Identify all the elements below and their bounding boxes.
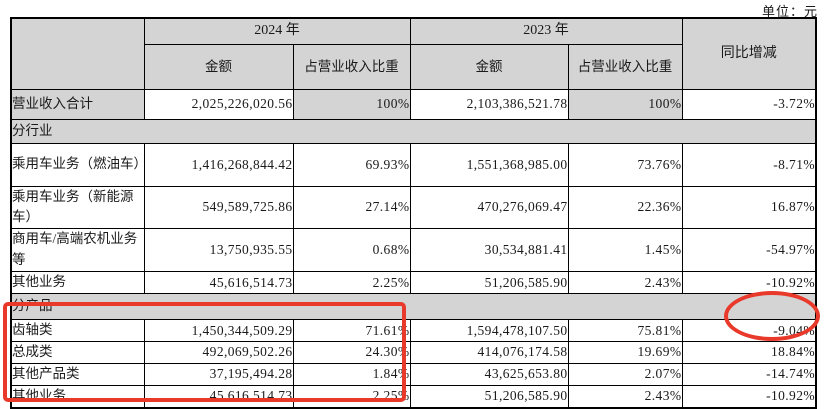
year-2024-header: 2024 年: [143, 17, 411, 45]
amount-2024-cell: 2,025,226,020.56: [143, 88, 294, 120]
proportion-2024-cell: 2.25%: [292, 271, 411, 295]
row-label: 商用车/高端农机业务等: [10, 228, 145, 273]
proportion-2024-cell: 2.25%: [292, 384, 411, 409]
proportion-2023-cell: 22.36%: [567, 185, 683, 230]
yoy-cell: -10.92%: [681, 384, 817, 409]
section-label: 分产品: [10, 293, 817, 321]
amount-2024-cell: 492,069,502.26: [143, 341, 294, 364]
amount-2023-cell: 30,534,881.41: [409, 228, 569, 273]
yoy-cell: 18.84%: [681, 341, 817, 364]
proportion-2024-header: 占营业收入比重: [292, 43, 411, 90]
yoy-header: 同比增减: [681, 17, 817, 90]
section-row-product: 分产品: [10, 293, 817, 321]
row-label: 其他业务: [10, 384, 145, 409]
proportion-2024-cell: 71.61%: [292, 319, 411, 343]
yoy-cell: -54.97%: [681, 228, 817, 273]
proportion-2023-cell: 100%: [567, 88, 683, 120]
amount-2024-cell: 45,616,514.73: [143, 271, 294, 295]
year-2023-header: 2023 年: [409, 17, 683, 45]
proportion-2023-cell: 19.69%: [567, 341, 683, 364]
proportion-2023-cell: 2.07%: [567, 362, 683, 386]
yoy-cell: -3.72%: [681, 88, 817, 120]
proportion-2024-cell: 100%: [292, 88, 411, 120]
header-row-years: 2024 年 2023 年 同比增减: [10, 17, 817, 90]
yoy-cell: -10.92%: [681, 271, 817, 295]
yoy-cell: -14.74%: [681, 362, 817, 386]
amount-2023-cell: 414,076,174.58: [409, 341, 569, 364]
amount-2023-header: 金额: [409, 43, 569, 90]
section-label: 分行业: [10, 118, 817, 144]
table-row: 乘用车业务（燃油车） 1,416,268,844.42 69.93% 1,551…: [10, 142, 817, 187]
proportion-2023-cell: 75.81%: [567, 319, 683, 343]
amount-2023-cell: 51,206,585.90: [409, 384, 569, 409]
proportion-2023-cell: 2.43%: [567, 384, 683, 409]
row-label: 齿轴类: [10, 319, 145, 343]
corner-empty-cell: [10, 17, 145, 90]
amount-2023-cell: 51,206,585.90: [409, 271, 569, 295]
table-row-total: 营业收入合计 2,025,226,020.56 100% 2,103,386,5…: [10, 88, 817, 120]
table-row: 乘用车业务（新能源车） 549,589,725.86 27.14% 470,27…: [10, 185, 817, 230]
table-row: 总成类 492,069,502.26 24.30% 414,076,174.58…: [10, 341, 817, 364]
header-row-measures: 金额 占营业收入比重 金额 占营业收入比重: [11, 43, 816, 90]
table-row: 商用车/高端农机业务等 13,750,935.55 0.68% 30,534,8…: [10, 228, 817, 273]
proportion-2023-cell: 1.45%: [567, 228, 683, 273]
amount-2024-cell: 45,616,514.73: [143, 384, 294, 409]
yoy-cell: -9.04%: [681, 319, 817, 343]
row-label: 乘用车业务（燃油车）: [10, 142, 145, 187]
unit-label: 单位：元: [761, 4, 818, 19]
proportion-2023-cell: 73.76%: [567, 142, 683, 187]
table-row: 其他业务 45,616,514.73 2.25% 51,206,585.90 2…: [10, 271, 817, 295]
amount-2023-cell: 2,103,386,521.78: [409, 88, 569, 120]
amount-2024-cell: 1,450,344,509.29: [143, 319, 294, 343]
amount-2024-cell: 1,416,268,844.42: [143, 142, 294, 187]
amount-2023-cell: 1,594,478,107.50: [409, 319, 569, 343]
yoy-cell: 16.87%: [681, 185, 817, 230]
row-label: 其他业务: [10, 271, 145, 295]
section-row-industry: 分行业: [10, 118, 817, 144]
proportion-2024-cell: 0.68%: [292, 228, 411, 273]
amount-2023-cell: 1,551,368,985.00: [409, 142, 569, 187]
proportion-2024-cell: 27.14%: [292, 185, 411, 230]
proportion-2024-cell: 24.30%: [292, 341, 411, 364]
row-label: 总成类: [10, 341, 145, 364]
amount-2024-cell: 13,750,935.55: [143, 228, 294, 273]
yoy-cell: -8.71%: [681, 142, 817, 187]
amount-2024-cell: 37,195,494.28: [143, 362, 294, 386]
row-label: 乘用车业务（新能源车）: [10, 185, 145, 230]
proportion-2024-cell: 69.93%: [292, 142, 411, 187]
proportion-2023-cell: 2.43%: [567, 271, 683, 295]
amount-2024-header: 金额: [143, 43, 294, 90]
table-row: 其他业务 45,616,514.73 2.25% 51,206,585.90 2…: [10, 384, 817, 409]
proportion-2023-header: 占营业收入比重: [567, 43, 683, 90]
amount-2024-cell: 549,589,725.86: [143, 185, 294, 230]
row-label: 营业收入合计: [10, 88, 145, 120]
row-label: 其他产品类: [10, 362, 145, 386]
table-row: 齿轴类 1,450,344,509.29 71.61% 1,594,478,10…: [10, 319, 817, 343]
amount-2023-cell: 43,625,653.80: [409, 362, 569, 386]
proportion-2024-cell: 1.84%: [292, 362, 411, 386]
table-row: 其他产品类 37,195,494.28 1.84% 43,625,653.80 …: [10, 362, 817, 386]
amount-2023-cell: 470,276,069.47: [409, 185, 569, 230]
revenue-table: 2024 年 2023 年 同比增减 金额 占营业收入比重 金额 占营业收入比重…: [10, 17, 817, 409]
